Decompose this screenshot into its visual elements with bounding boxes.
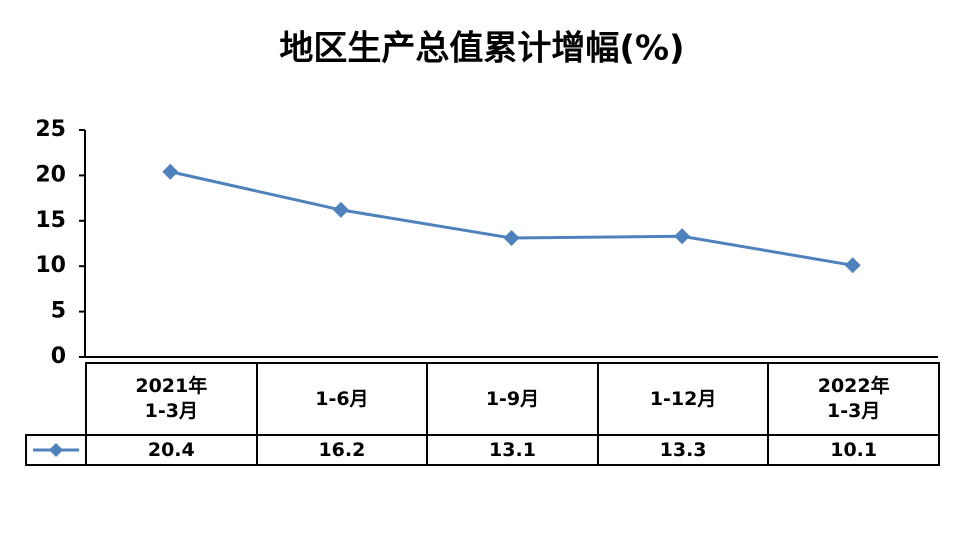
- data-point: [162, 163, 179, 180]
- chart-title: 地区生产总值累计增幅(%): [279, 29, 684, 69]
- y-tick-label: 10: [35, 253, 66, 278]
- y-tick-label: 5: [51, 299, 66, 324]
- data-point: [844, 257, 861, 274]
- category-cell: 1-6月: [255, 362, 429, 436]
- value-cell: 13.1: [426, 434, 599, 466]
- y-tick-label: 20: [35, 162, 66, 187]
- data-point: [503, 230, 520, 247]
- legend-marker: [49, 443, 63, 457]
- value-cell: 20.4: [85, 434, 258, 466]
- y-tick-label: 15: [35, 208, 66, 233]
- category-cell: 2021年 1-3月: [85, 362, 258, 436]
- series-line: [169, 170, 853, 267]
- data-point: [332, 201, 349, 218]
- y-tick-label: 25: [35, 117, 66, 142]
- value-cell: 16.2: [255, 434, 429, 466]
- category-cell: 2022年 1-3月: [767, 362, 940, 436]
- category-cell: 1-12月: [596, 362, 770, 436]
- data-point: [674, 228, 691, 245]
- value-cell: 10.1: [767, 434, 940, 466]
- legend-swatch: [33, 443, 79, 457]
- legend-cell: [25, 434, 87, 466]
- y-tick-label: 0: [51, 344, 66, 369]
- category-cell: 1-9月: [426, 362, 599, 436]
- value-cell: 13.3: [596, 434, 770, 466]
